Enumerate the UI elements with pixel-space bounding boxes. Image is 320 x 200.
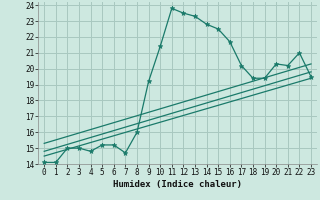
- X-axis label: Humidex (Indice chaleur): Humidex (Indice chaleur): [113, 180, 242, 189]
